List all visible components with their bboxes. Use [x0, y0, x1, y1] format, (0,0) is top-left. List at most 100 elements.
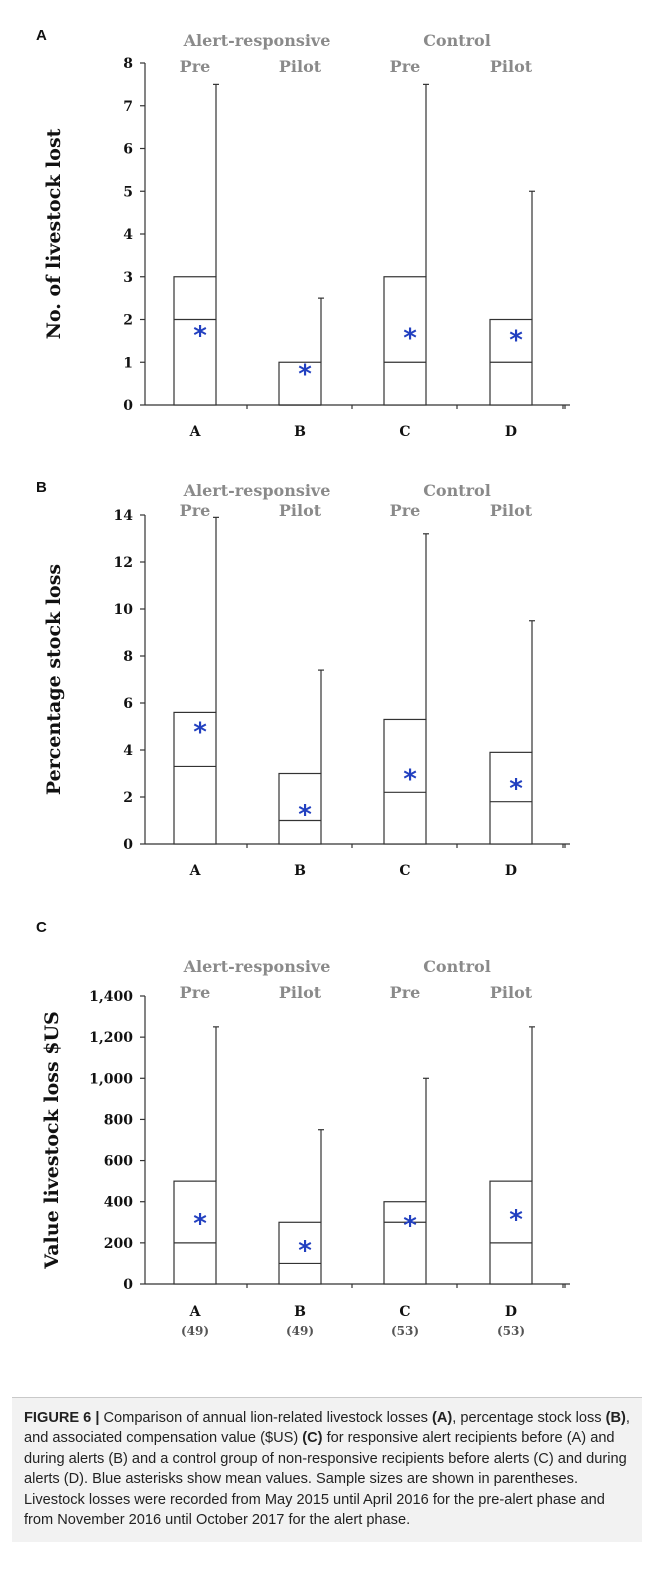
mean-marker: * [509, 774, 523, 804]
y-tick-label: 3 [123, 270, 133, 286]
y-tick-label: 200 [104, 1236, 133, 1252]
y-tick-label: 400 [104, 1195, 133, 1211]
caption-ref-c: (C) [302, 1430, 323, 1447]
phase-label-2: Pre [390, 983, 421, 1002]
caption-ref-a: (A) [432, 1410, 453, 1426]
category-label-A: A [189, 424, 202, 440]
phase-label-0: Pre [180, 57, 211, 76]
box-iqr [489, 751, 533, 845]
category-label-D: D [505, 863, 517, 879]
sample-size-label: (53) [391, 1324, 419, 1338]
y-tick-label: 6 [123, 696, 133, 712]
category-label-B: B [294, 863, 306, 879]
y-tick-label: 600 [104, 1154, 133, 1170]
phase-label-3: Pilot [490, 57, 533, 76]
box-iqr [173, 276, 217, 406]
mean-marker: * [509, 1205, 523, 1235]
phase-label-1: Pilot [279, 57, 322, 76]
y-tick-label: 2 [123, 790, 133, 806]
y-tick-label: 0 [123, 837, 133, 853]
phase-label-0: Pre [180, 983, 211, 1002]
sample-size-label: (53) [497, 1324, 525, 1338]
y-tick-label: 8 [123, 649, 133, 665]
phase-label-1: Pilot [279, 501, 322, 520]
caption-text-4: for responsive alert recipients before (… [24, 1430, 627, 1529]
box-iqr [278, 1221, 322, 1285]
y-tick-label: 2 [123, 313, 133, 329]
mean-marker: * [298, 360, 312, 390]
panel-letter: C [36, 919, 47, 936]
caption-text-2: , percentage stock loss [452, 1410, 606, 1426]
caption-text-1: Comparison of annual lion-related livest… [99, 1410, 433, 1426]
mean-marker: * [403, 323, 417, 353]
y-tick-label: 800 [104, 1112, 133, 1128]
y-tick-label: 12 [114, 555, 133, 571]
y-tick-label: 6 [123, 142, 133, 158]
y-tick-label: 1,400 [89, 989, 133, 1005]
box-iqr [173, 1180, 217, 1285]
mean-marker: * [193, 1209, 207, 1239]
y-tick-label: 0 [123, 398, 133, 414]
y-tick-label: 4 [123, 743, 133, 759]
box-iqr [383, 276, 427, 406]
group-label-1: Control [423, 31, 491, 50]
panel-b: B Alert-responsive Control Pre Pilot Pre Pilot… [0, 470, 652, 910]
category-label-D: D [505, 424, 517, 440]
figure-caption: FIGURE 6 | Comparison of annual lion-rel… [12, 1397, 642, 1543]
box-iqr [173, 711, 217, 845]
mean-marker: * [298, 1236, 312, 1266]
group-label-0: Alert-responsive [183, 481, 331, 500]
y-tick-label: 5 [123, 184, 133, 200]
phase-label-2: Pre [390, 57, 421, 76]
panel-letter: A [36, 27, 47, 44]
caption-ref-b: (B) [605, 1410, 626, 1426]
group-label-1: Control [423, 481, 491, 500]
phase-label-2: Pre [390, 501, 421, 520]
category-label-C: C [399, 424, 410, 440]
y-tick-label: 1,200 [89, 1030, 133, 1046]
panel-a: A Alert-responsive Control Pre Pilot Pre Pilot… [0, 0, 652, 470]
y-tick-label: 7 [123, 99, 133, 115]
y-axis-title: No. of livestock lost [43, 128, 65, 339]
phase-label-3: Pilot [490, 983, 533, 1002]
category-label-A: A [189, 863, 202, 879]
y-tick-label: 4 [123, 227, 133, 243]
category-label-C: C [399, 1304, 410, 1320]
group-label-0: Alert-responsive [183, 31, 331, 50]
y-axis-title: Percentage stock loss [43, 564, 65, 795]
phase-label-1: Pilot [279, 983, 322, 1002]
category-label-A: A [189, 1304, 202, 1320]
y-tick-label: 14 [114, 508, 134, 524]
mean-marker: * [403, 765, 417, 795]
y-tick-label: 0 [123, 1277, 133, 1293]
category-label-B: B [294, 1304, 306, 1320]
box-iqr [278, 772, 322, 845]
category-label-C: C [399, 863, 410, 879]
box-iqr [383, 1201, 427, 1285]
y-tick-label: 8 [123, 56, 133, 72]
mean-marker: * [509, 325, 523, 355]
box-iqr [383, 718, 427, 845]
mean-marker: * [193, 718, 207, 748]
mean-marker: * [193, 321, 207, 351]
y-axis-title: Value livestock loss $US [41, 1011, 63, 1270]
sample-size-label: (49) [181, 1324, 209, 1338]
sample-size-label: (49) [286, 1324, 314, 1338]
y-tick-label: 1 [123, 355, 133, 371]
phase-label-0: Pre [180, 501, 211, 520]
y-tick-label: 10 [114, 602, 134, 618]
y-tick-label: 1,000 [89, 1071, 133, 1087]
figure-label: FIGURE 6 | [24, 1410, 100, 1426]
category-label-B: B [294, 424, 306, 440]
box-iqr [489, 1180, 533, 1285]
caption-text-3: , and associated compensation value ($US… [24, 1410, 630, 1447]
panel-c: C Alert-responsive Control Pre Pilot Pre Pilot… [0, 910, 652, 1397]
group-label-1: Control [423, 957, 491, 976]
mean-marker: * [403, 1211, 417, 1241]
phase-label-3: Pilot [490, 501, 533, 520]
mean-marker: * [298, 800, 312, 830]
group-label-0: Alert-responsive [183, 957, 331, 976]
